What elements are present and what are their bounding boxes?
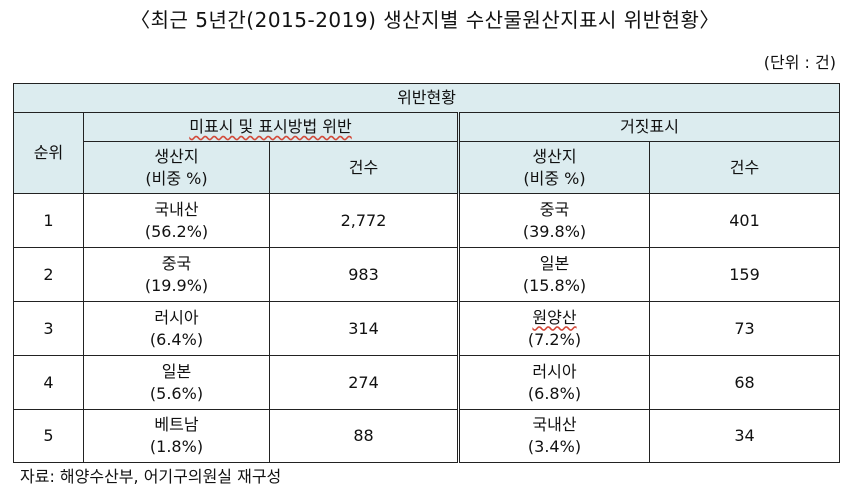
origin-cell: 러시아 (6.4%) [83,301,270,356]
origin-cell: 국내산 (3.4%) [457,409,650,463]
document-title: 〈최근 5년간(2015-2019) 생산지별 수산물원산지표시 위반현황〉 [130,8,720,32]
header-origin-1-line2: (비중 %) [145,168,208,188]
count-cell: 401 [648,193,841,248]
header-origin-2-line2: (비중 %) [523,168,586,188]
count-cell: 314 [269,301,459,356]
table-row: 2 중국 (19.9%) 983 일본 (15.8%) 159 [13,247,841,302]
table-row: 1 국내산 (56.2%) 2,772 중국 (39.8%) 401 [13,193,841,248]
origin-share: (6.4%) [149,329,204,349]
origin-name: 중국 [161,253,192,273]
header-group-unlabeled: 미표시 및 표시방법 위반 [83,112,459,142]
origin-name: 러시아 [532,361,577,381]
origin-name-text: 원양산 [532,307,577,327]
origin-cell: 일본 (5.6%) [83,355,270,410]
origin-name: 국내산 [154,199,199,219]
count-cell: 983 [269,247,459,302]
count-cell: 2,772 [269,193,459,248]
header-origin-2: 생산지 (비중 %) [457,141,650,194]
rank-cell: 5 [13,409,84,463]
count-cell: 68 [648,355,841,410]
origin-share: (6.8%) [527,383,582,403]
origin-share: (19.9%) [144,275,209,295]
header-main: 위반현황 [12,83,841,113]
header-origin-2-line1: 생산지 [532,146,577,166]
count-cell: 274 [269,355,459,410]
origin-name: 원양산 [460,307,649,329]
header-origin-1: 생산지 (비중 %) [83,141,270,194]
rank-cell: 1 [13,193,84,248]
rank-cell: 3 [13,301,84,356]
origin-name: 일본 [539,253,570,273]
origin-share: (3.4%) [527,437,582,456]
origin-cell: 러시아 (6.8%) [457,355,650,410]
header-group-false-label: 거짓표시 [456,112,841,142]
count-cell: 73 [648,301,841,356]
origin-cell: 원양산 (7.2%) [457,301,650,356]
table-row: 3 러시아 (6.4%) 314 원양산 (7.2%) 73 [13,301,841,356]
origin-cell: 국내산 (56.2%) [83,193,270,248]
origin-name: 일본 [161,361,192,381]
rank-cell: 2 [13,247,84,302]
header-count-1: 건수 [269,141,459,194]
origin-cell: 중국 (39.8%) [457,193,650,248]
origin-name: 러시아 [154,307,199,327]
table-row: 5 베트남 (1.8%) 88 국내산 (3.4%) 34 [13,409,841,463]
origin-share: (1.8%) [149,437,204,456]
count-cell: 88 [269,409,459,463]
origin-name: 베트남 [154,415,199,434]
origin-cell: 일본 (15.8%) [457,247,650,302]
unit-label: (단위 : 건) [763,53,836,72]
origin-name: 중국 [539,199,570,219]
header-group-unlabeled-text: 미표시 및 표시방법 위반 [189,117,352,136]
origin-share: (5.6%) [149,383,204,403]
origin-share: (15.8%) [522,275,587,295]
origin-share: (39.8%) [522,221,587,241]
origin-share: (56.2%) [144,221,209,241]
origin-share: (7.2%) [527,329,582,349]
header-rank: 순위 [13,112,84,194]
count-cell: 34 [648,409,841,463]
origin-cell: 베트남 (1.8%) [83,409,270,463]
count-cell: 159 [648,247,841,302]
header-count-2: 건수 [648,141,841,194]
source-note: 자료: 해양수산부, 어기구의원실 재구성 [20,467,282,486]
rank-cell: 4 [13,355,84,410]
violation-table: 위반현황 순위 미표시 및 표시방법 위반 거짓표시 생산지 (비중 %) 건수… [12,83,841,463]
origin-cell: 중국 (19.9%) [83,247,270,302]
header-origin-1-line1: 생산지 [154,146,199,166]
origin-name: 국내산 [532,415,577,434]
table-row: 4 일본 (5.6%) 274 러시아 (6.8%) 68 [13,355,841,410]
